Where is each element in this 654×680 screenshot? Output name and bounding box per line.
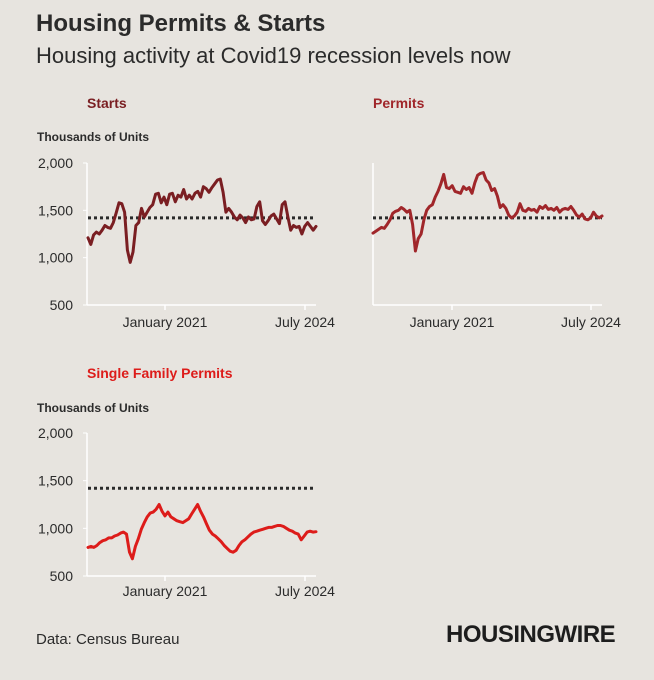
x-tick-label: January 2021 <box>123 583 208 599</box>
y-tick-label: 2,000 <box>38 425 73 441</box>
y-axis-label: Thousands of Units <box>37 130 149 144</box>
y-axis-label: Thousands of Units <box>37 401 149 415</box>
panel-title: Single Family Permits <box>87 365 233 381</box>
page-title: Housing Permits & Starts <box>36 10 326 37</box>
y-tick-label: 1,500 <box>38 473 73 489</box>
series-line <box>371 171 604 253</box>
series-line <box>86 503 318 561</box>
panel-title: Permits <box>373 95 425 111</box>
y-tick-label: 1,500 <box>38 202 73 218</box>
x-tick-label: July 2024 <box>561 314 621 330</box>
x-tick-label: July 2024 <box>275 583 335 599</box>
data-source-note: Data: Census Bureau <box>36 631 180 648</box>
page-subtitle: Housing activity at Covid19 recession le… <box>36 43 511 68</box>
housingwire-logo: HOUSINGWIRE <box>446 621 616 648</box>
panel-title: Starts <box>87 95 127 111</box>
y-tick-label: 1,000 <box>38 250 73 266</box>
x-tick-label: January 2021 <box>123 314 208 330</box>
x-tick-label: January 2021 <box>410 314 495 330</box>
y-tick-label: 1,000 <box>38 520 73 536</box>
y-tick-label: 500 <box>50 297 74 313</box>
y-tick-label: 2,000 <box>38 155 73 171</box>
series-line <box>86 177 318 264</box>
y-tick-label: 500 <box>50 568 74 584</box>
x-tick-label: July 2024 <box>275 314 335 330</box>
